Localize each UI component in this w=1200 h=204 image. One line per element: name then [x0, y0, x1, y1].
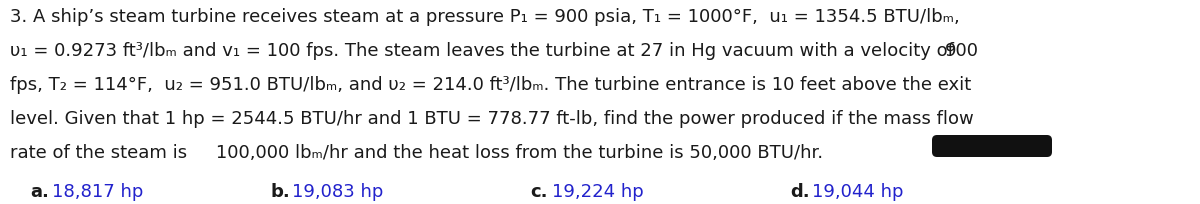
Text: υ₁ = 0.9273 ft³/lbₘ and v₁ = 100 fps. The steam leaves the turbine at 27 in Hg v: υ₁ = 0.9273 ft³/lbₘ and v₁ = 100 fps. Th…	[10, 42, 954, 60]
Text: b.: b.	[270, 183, 289, 201]
Text: 900: 900	[946, 42, 979, 60]
Text: c.: c.	[530, 183, 547, 201]
Text: 3. A ship’s steam turbine receives steam at a pressure P₁ = 900 psia, T₁ = 1000°: 3. A ship’s steam turbine receives steam…	[10, 8, 960, 26]
Text: rate of the steam is     100,000 lbₘ/hr and the heat loss from the turbine is 50: rate of the steam is 100,000 lbₘ/hr and …	[10, 144, 823, 162]
Text: level. Given that 1 hp = 2544.5 BTU/hr and 1 BTU = 778.77 ft-lb, find the power : level. Given that 1 hp = 2544.5 BTU/hr a…	[10, 110, 973, 128]
Text: 19,224 hp: 19,224 hp	[552, 183, 643, 201]
Text: a.: a.	[30, 183, 49, 201]
Text: 19,083 hp: 19,083 hp	[292, 183, 383, 201]
Text: 19,044 hp: 19,044 hp	[812, 183, 904, 201]
Text: fps, T₂ = 114°F,  u₂ = 951.0 BTU/lbₘ, and υ₂ = 214.0 ft³/lbₘ. The turbine entran: fps, T₂ = 114°F, u₂ = 951.0 BTU/lbₘ, and…	[10, 76, 971, 94]
Text: d.: d.	[790, 183, 810, 201]
FancyBboxPatch shape	[932, 135, 1052, 157]
Text: 18,817 hp: 18,817 hp	[52, 183, 143, 201]
